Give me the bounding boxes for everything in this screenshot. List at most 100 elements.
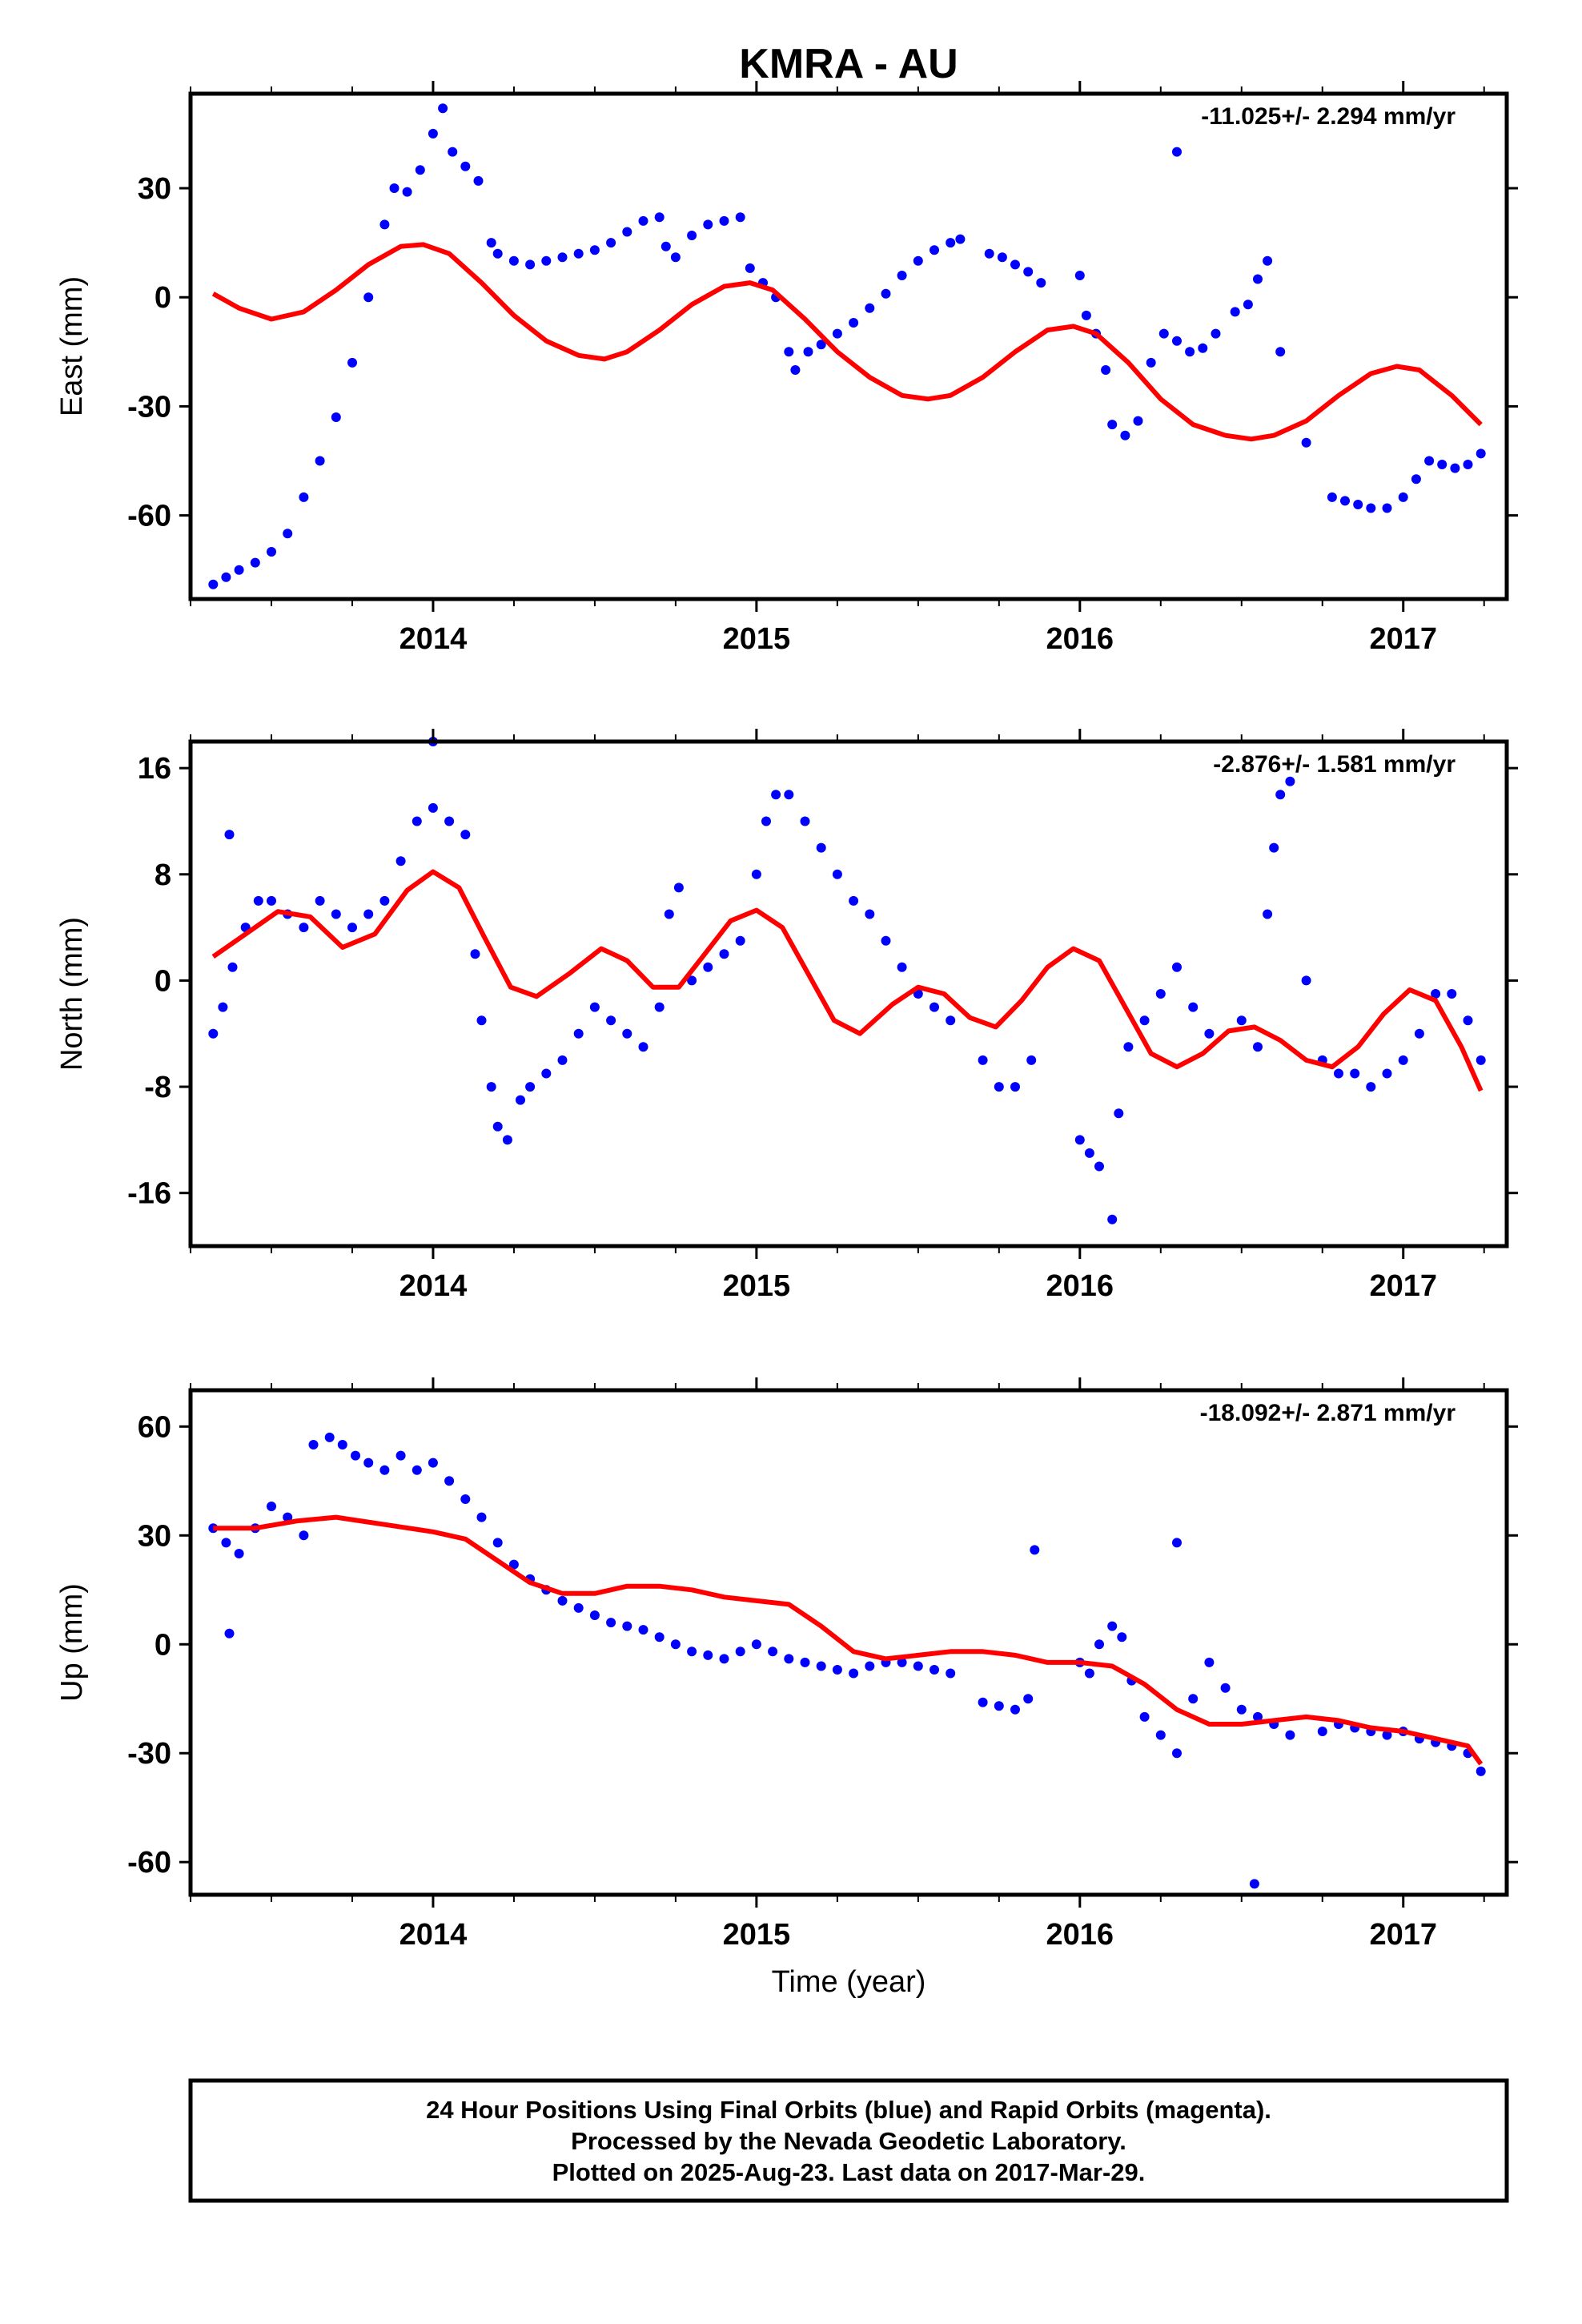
data-point (283, 1512, 293, 1522)
data-point (703, 1650, 713, 1660)
data-point (606, 1618, 616, 1628)
data-point (1253, 1711, 1263, 1722)
data-point (1120, 430, 1130, 440)
data-point (1094, 1161, 1104, 1172)
plot-frame (188, 739, 1509, 1248)
data-point (1188, 1694, 1199, 1704)
plot-frame (188, 1388, 1509, 1897)
data-point (428, 802, 438, 813)
data-point (849, 1668, 859, 1679)
data-point (735, 1647, 745, 1657)
data-point (573, 1602, 584, 1613)
data-point (638, 1042, 648, 1052)
data-point (897, 1657, 907, 1667)
data-point (930, 245, 939, 255)
y-axis-label: East (mm) (55, 276, 89, 416)
data-point (622, 1028, 632, 1039)
data-point (1476, 448, 1486, 459)
data-point (557, 1055, 568, 1065)
data-point (638, 215, 648, 226)
x-axis-label: Time (year) (772, 1965, 926, 1999)
data-point (803, 347, 813, 357)
footer-box: 24 Hour Positions Using Final Orbits (bl… (188, 2078, 1509, 2203)
data-point (1081, 310, 1091, 320)
data-point (473, 175, 484, 186)
data-point (208, 579, 219, 589)
data-point (1301, 975, 1311, 986)
data-point (881, 935, 891, 946)
data-point (525, 1082, 536, 1092)
data-point (1476, 1055, 1486, 1065)
data-point (470, 949, 480, 959)
data-point (1172, 336, 1182, 346)
data-point (984, 248, 994, 259)
data-point (1117, 1632, 1127, 1642)
x-tick-label: 2015 (723, 1918, 791, 1952)
data-point (1476, 1766, 1486, 1776)
data-point (1334, 1068, 1343, 1079)
y-tick-label: 30 (138, 172, 171, 206)
data-point (735, 935, 745, 946)
data-point (719, 215, 729, 226)
data-point (1301, 437, 1311, 448)
data-point (1275, 790, 1286, 800)
data-point (221, 572, 231, 582)
data-point (784, 790, 794, 800)
data-point (253, 895, 263, 906)
plot-frame (188, 91, 1509, 601)
data-point (389, 183, 400, 193)
figure-title: KMRA - AU (739, 41, 958, 87)
data-point (444, 816, 455, 826)
y-tick-label: 0 (155, 1628, 171, 1662)
data-point (955, 234, 966, 244)
north-panel: 16 8 0 -8 -16 2014 2015 2016 2017 North (mm) -2.87… (55, 729, 1518, 1303)
data-point (994, 1082, 1004, 1092)
data-point (1411, 474, 1421, 485)
data-point (224, 1628, 235, 1638)
data-point (1463, 1015, 1473, 1026)
data-point (800, 1657, 810, 1667)
data-point (315, 895, 325, 906)
data-point (946, 1015, 956, 1026)
data-point (308, 1440, 319, 1449)
y-axis-label: North (mm) (55, 917, 89, 1071)
data-point (267, 547, 276, 557)
data-point (1101, 365, 1111, 375)
data-point (331, 909, 341, 919)
data-point (1074, 271, 1085, 280)
data-point (234, 1549, 244, 1558)
rate-annotation: -18.092+/- 2.871 mm/yr (1200, 1400, 1456, 1426)
data-point (1398, 1055, 1408, 1065)
y-tick-label: 8 (155, 858, 171, 892)
data-point (589, 1610, 600, 1620)
data-point (402, 187, 412, 197)
data-point (1230, 307, 1240, 317)
data-point (428, 1458, 438, 1468)
y-tick-label: 60 (138, 1410, 171, 1444)
data-point (1431, 989, 1441, 999)
x-tick-label: 2014 (400, 622, 468, 656)
x-tick-label: 2017 (1369, 1918, 1437, 1952)
data-point (557, 252, 568, 263)
data-point (516, 1095, 525, 1105)
data-point (299, 923, 309, 933)
data-point (930, 1002, 939, 1012)
data-point (784, 347, 794, 357)
data-point (768, 1647, 778, 1657)
data-point (978, 1055, 988, 1065)
data-point (719, 1654, 729, 1664)
data-point (849, 895, 859, 906)
data-point (997, 252, 1007, 263)
data-point (1188, 1002, 1199, 1012)
data-point (1236, 1015, 1247, 1026)
data-point (267, 1502, 276, 1511)
data-point (1139, 1711, 1150, 1722)
data-point (816, 842, 826, 853)
data-point (1204, 1657, 1215, 1667)
data-point (221, 1538, 231, 1548)
data-point (1023, 1694, 1034, 1704)
data-point (1084, 1668, 1094, 1679)
footer-line-1: 24 Hour Positions Using Final Orbits (bl… (426, 2096, 1271, 2124)
data-point (687, 231, 697, 240)
data-point (771, 790, 781, 800)
